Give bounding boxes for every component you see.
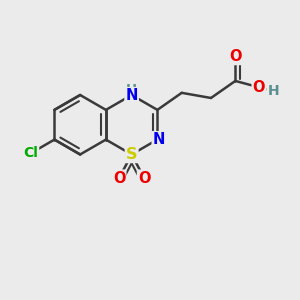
- Text: N: N: [125, 88, 138, 103]
- Text: Cl: Cl: [23, 146, 38, 160]
- Text: O: O: [253, 80, 265, 95]
- Text: H: H: [126, 83, 137, 96]
- Text: O: O: [113, 171, 125, 186]
- Text: S: S: [126, 147, 137, 162]
- Text: H: H: [267, 84, 279, 98]
- Text: O: O: [229, 49, 242, 64]
- Text: N: N: [153, 132, 165, 147]
- Text: O: O: [138, 171, 150, 186]
